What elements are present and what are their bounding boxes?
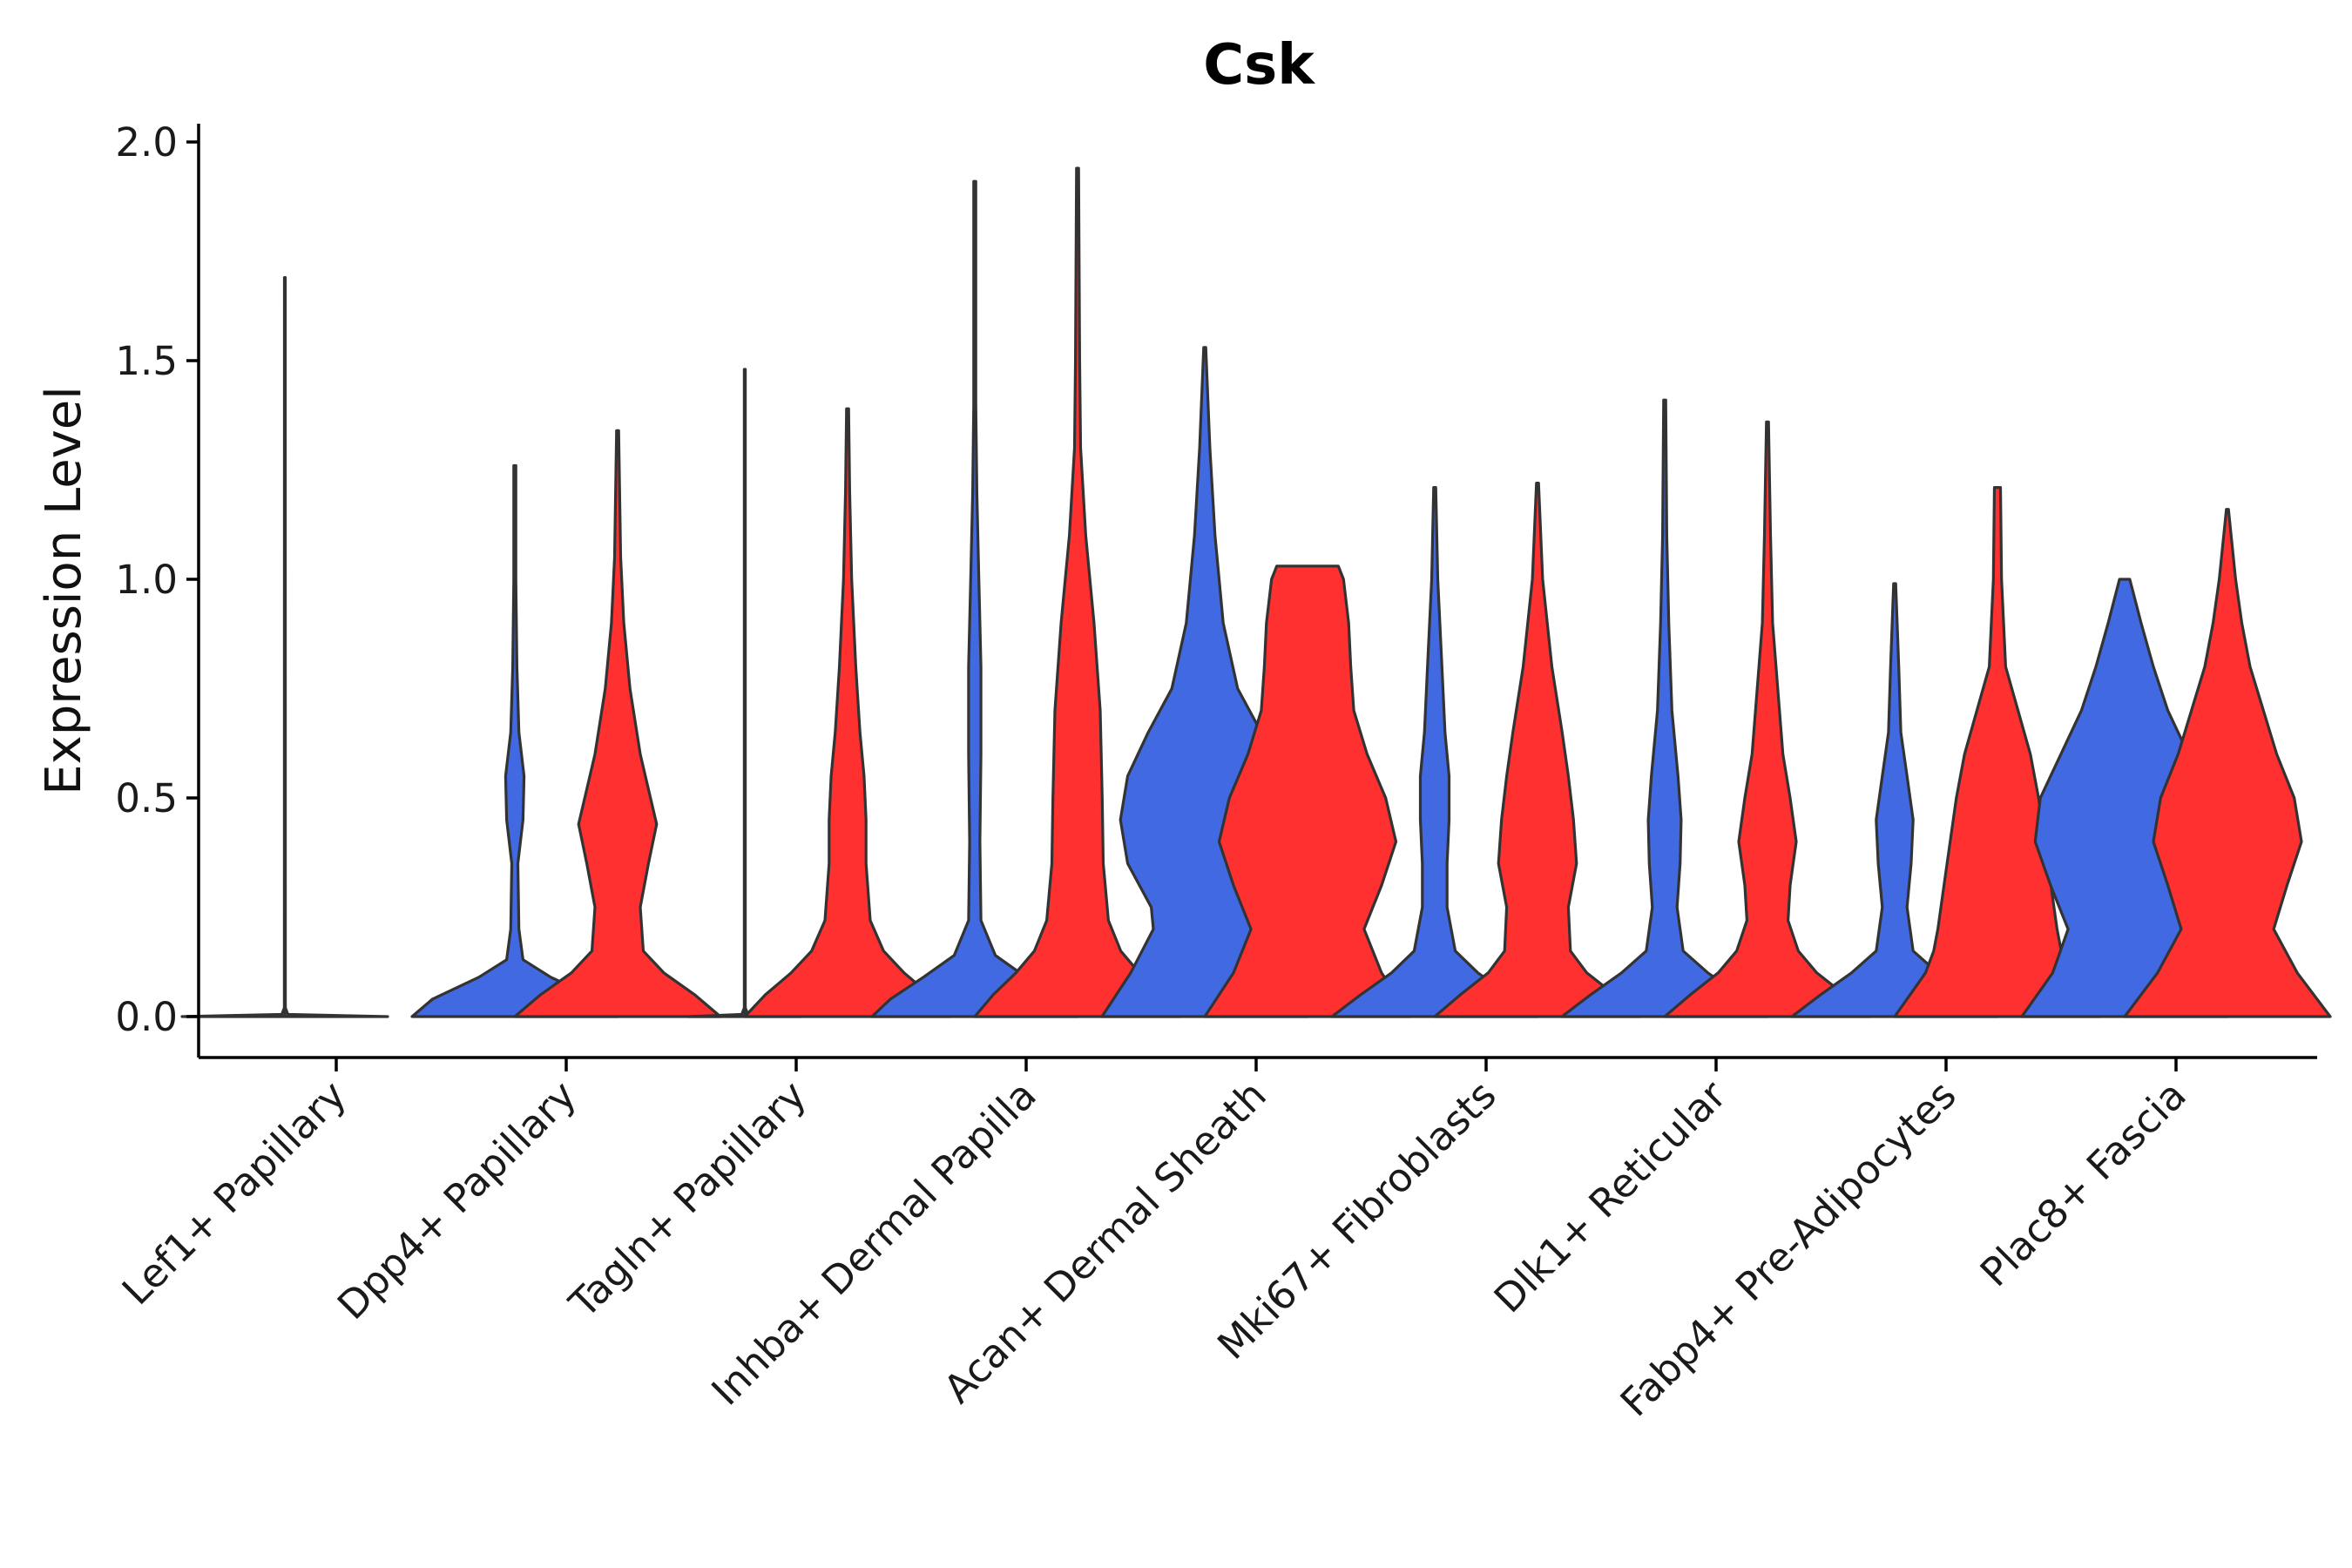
- y-tick-label: 2.0: [115, 119, 178, 166]
- x-tick-label: Tagln+ Papillary: [560, 1071, 815, 1327]
- y-tick-label: 0.5: [115, 775, 178, 821]
- violin-inhba-dermal-papilla-group-b: [973, 166, 1182, 1018]
- violins-layer: [180, 166, 2332, 1018]
- violin-inhba-dermal-papilla-group-a: [870, 179, 1079, 1018]
- violin-dpp4-papillary-group-b: [513, 429, 722, 1018]
- violin-fabp4-pre-adipocytes-group-a: [1790, 582, 1999, 1018]
- violin-plac8-fascia-group-b: [2123, 508, 2332, 1018]
- violin-dlk1-reticular-group-b: [1663, 420, 1872, 1018]
- x-tick-label: Plac8+ Fascia: [1971, 1071, 2195, 1295]
- chart-title: Csk: [1203, 33, 1315, 98]
- violin-tagln-papillary-group-b: [743, 407, 952, 1018]
- y-tick-label: 1.5: [115, 338, 178, 384]
- violin-mki67-fibroblasts-group-a: [1330, 486, 1539, 1018]
- violin-dlk1-reticular-group-a: [1560, 398, 1769, 1018]
- y-tick-label: 0.0: [115, 994, 178, 1040]
- violin-mki67-fibroblasts-group-b: [1433, 482, 1642, 1018]
- violin-acan-dermal-sheath-group-b: [1203, 564, 1412, 1018]
- y-axis-title: Expression Level: [36, 386, 92, 795]
- y-axis: 0.0 0.5 1.0 1.5 2.0: [115, 119, 200, 1058]
- x-tick-label: Dpp4+ Papillary: [328, 1071, 585, 1328]
- x-tick-label: Lef1+ Papillary: [113, 1071, 355, 1314]
- y-tick-label: 1.0: [115, 557, 178, 603]
- x-tick-label: Dlk1+ Reticular: [1485, 1071, 1735, 1321]
- violin-dpp4-papillary-group-a: [410, 463, 619, 1018]
